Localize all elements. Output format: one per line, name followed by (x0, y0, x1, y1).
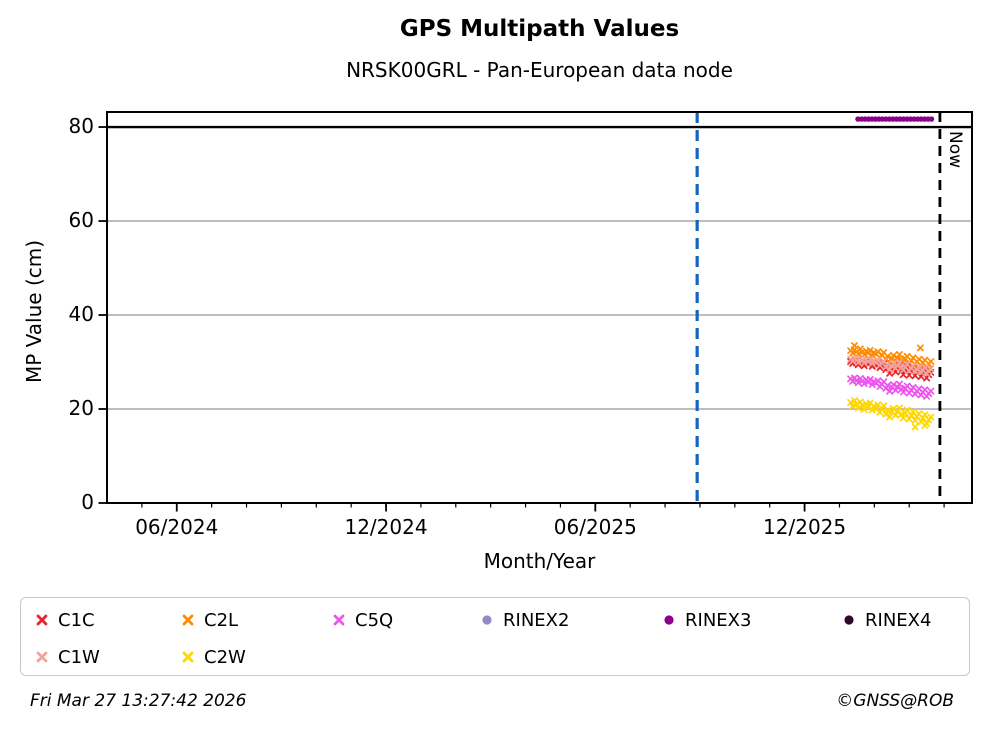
scatter-point (899, 371, 907, 379)
scatter-point (890, 381, 897, 389)
scatter-point (907, 411, 915, 419)
legend-box: C1C C2L C5Q RINEX2 RINEX3 RINEX4 C1W C2W (20, 597, 970, 676)
x-marker-icon (36, 614, 48, 626)
legend-entry-rinex4: RINEX4 (842, 607, 931, 633)
scatter-point (916, 344, 924, 352)
x-axis-label: Month/Year (483, 549, 596, 573)
legend-entry-c1c: C1C (35, 607, 95, 633)
scatter-point (866, 375, 874, 383)
legend-entry-rinex2: RINEX2 (480, 607, 569, 633)
scatter-point (911, 423, 919, 431)
scatter-point (927, 387, 935, 395)
x-marker-icon (182, 614, 194, 626)
chart-subtitle: NRSK00GRL - Pan-European data node (346, 58, 733, 82)
scatter-point (854, 379, 862, 387)
scatter-point (874, 356, 882, 364)
legend-entry-c2l: C2L (181, 607, 238, 633)
x-tick-label: 06/2025 (553, 515, 637, 539)
scatter-point (896, 351, 903, 358)
x-marker-icon (182, 651, 194, 663)
scatter-point (851, 397, 858, 404)
scatter-point (849, 402, 857, 410)
legend-label: C5Q (355, 609, 394, 631)
dot-marker-icon (482, 615, 492, 625)
scatter-point (860, 406, 868, 413)
plot-area (98, 111, 973, 512)
scatter-point (899, 388, 907, 396)
plot-canvas (98, 111, 973, 512)
x-marker-icon (333, 614, 345, 626)
scatter-point (890, 359, 897, 367)
dot-marker-icon (664, 615, 674, 625)
scatter-point (876, 408, 884, 416)
scatter-point (886, 413, 894, 421)
scatter-point (886, 387, 894, 395)
scatter-point (890, 351, 897, 359)
scatter-point (899, 414, 907, 422)
legend-label: C1W (58, 646, 100, 668)
scatter-point (886, 366, 894, 373)
scatter-point (892, 411, 900, 419)
legend-label: C2L (204, 609, 239, 631)
timestamp-text: Fri Mar 27 13:27:42 2026 (30, 691, 247, 711)
scatter-point (866, 355, 874, 363)
legend-label: C1C (58, 609, 95, 631)
legend-label: RINEX4 (865, 609, 932, 631)
scatter-point (896, 380, 903, 388)
legend-label: RINEX2 (503, 609, 570, 631)
credit-text: ©GNSS@ROB (836, 691, 954, 711)
x-tick-label: 12/2024 (344, 515, 428, 539)
x-marker-icon (36, 651, 48, 663)
scatter-point (927, 358, 935, 365)
x-tick-label: 12/2025 (763, 515, 847, 539)
scatter-point (927, 413, 935, 421)
legend-label: RINEX3 (685, 609, 752, 631)
scatter-point (851, 342, 858, 350)
y-tick-label: 80 (68, 114, 94, 139)
scatter-point (927, 365, 935, 373)
scatter-point (896, 359, 903, 366)
y-tick-label: 0 (81, 490, 94, 514)
now-line-label: Now (945, 131, 965, 169)
legend-entry-c2w: C2W (181, 644, 246, 670)
scatter-point (854, 359, 862, 366)
y-tick-label: 20 (68, 396, 94, 420)
scatter-point (854, 404, 862, 412)
legend-entry-rinex3: RINEX3 (662, 607, 751, 633)
scatter-point (853, 400, 860, 408)
x-tick-label: 06/2024 (135, 515, 219, 539)
scatter-point (911, 416, 919, 424)
scatter-point (884, 352, 892, 360)
scatter-point (866, 346, 874, 354)
legend-label: C2W (204, 646, 246, 668)
scatter-point (896, 404, 903, 412)
legend-entry-c1w: C1W (35, 644, 100, 670)
scatter-point (905, 415, 913, 423)
dot-marker-icon (844, 615, 854, 625)
plot-border (106, 111, 973, 504)
scatter-point (921, 411, 929, 419)
chart-title: GPS Multipath Values (399, 16, 680, 42)
y-tick-label: 40 (68, 302, 94, 327)
scatter-point (921, 422, 929, 429)
scatter-point (892, 386, 900, 394)
scatter-point (864, 403, 872, 411)
y-tick-label: 60 (68, 208, 94, 233)
legend-entry-c5q: C5Q (332, 607, 393, 633)
scatter-point (847, 398, 855, 406)
